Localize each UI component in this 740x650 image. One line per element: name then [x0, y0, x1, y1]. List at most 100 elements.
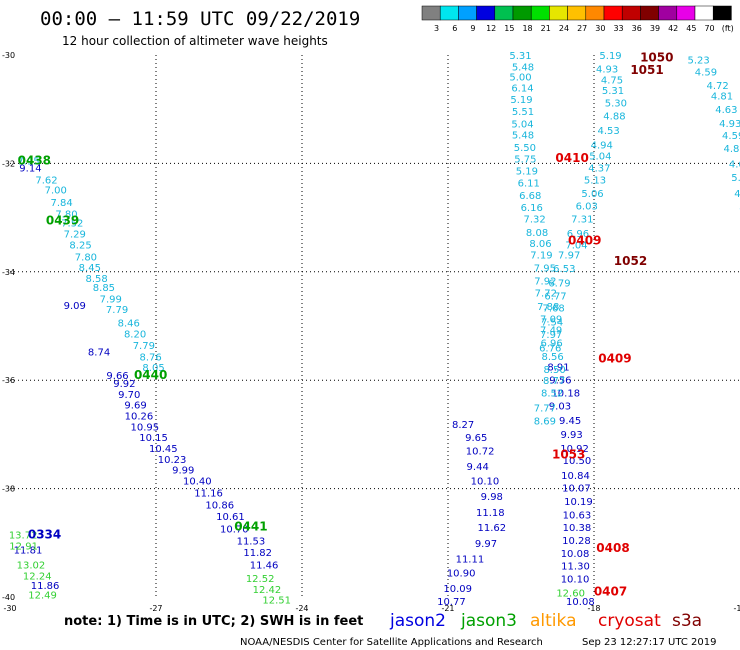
swh-value: 8.50 — [543, 365, 565, 376]
swh-value: 10.19 — [564, 497, 593, 508]
plot-axes: -30 -27 -24 -21 -18 -15 -30 -32 -34 -36 -38 -40 — [2, 51, 740, 613]
swh-value: 8.69 — [534, 416, 556, 427]
swh-value: 5.13 — [584, 176, 606, 187]
swh-value: 7.79 — [133, 341, 155, 352]
swh-value: 8.27 — [452, 420, 474, 431]
pass-time-label: 1052 — [614, 254, 647, 268]
colorbar-swatch — [439, 5, 459, 21]
swh-value: 5.51 — [512, 107, 534, 118]
pass-time-label: 0410 — [555, 151, 588, 165]
swh-value: 4.88 — [603, 112, 625, 123]
colorbar-swatch — [476, 5, 496, 21]
x-tick-label: -21 — [441, 604, 454, 613]
y-tick-label: -36 — [2, 376, 15, 385]
x-tick-label: -15 — [733, 604, 740, 613]
y-tick-label: -30 — [2, 51, 15, 60]
swh-value: 4.94 — [591, 140, 613, 151]
swh-value: 10.61 — [216, 512, 245, 523]
chart-subtitle: 12 hour collection of altimeter wave hei… — [62, 34, 328, 48]
swh-value: 10.18 — [551, 389, 580, 400]
swh-value: 5.03 — [731, 173, 740, 184]
swh-value: 12.51 — [262, 596, 291, 607]
swh-value: 7.99 — [100, 294, 122, 305]
swh-value: 7.80 — [75, 253, 97, 264]
swh-value: 4.63 — [729, 159, 740, 170]
swh-value: 5.04 — [511, 119, 533, 130]
swh-value: 5.50 — [514, 143, 536, 154]
legend-jason3: jason3 — [460, 611, 517, 631]
swh-value: 7.49 — [540, 325, 562, 336]
pass-time-label: 0439 — [46, 213, 79, 227]
swh-value: 13.02 — [17, 560, 46, 571]
swh-value: 8.58 — [85, 274, 107, 285]
colorbar-swatch — [694, 5, 714, 21]
swh-value: 9.93 — [560, 430, 582, 441]
colorbar-label: 45 — [686, 24, 696, 33]
swh-value: 7.52 — [61, 218, 83, 229]
swh-value: 5.48 — [512, 62, 534, 73]
swh-value: 5.04 — [589, 151, 611, 162]
swh-value: 8.25 — [69, 241, 91, 252]
swh-value: 4.59 — [722, 131, 740, 142]
swh-value: 9.44 — [467, 462, 489, 473]
swh-value: 5.31 — [509, 51, 531, 62]
pass-time-label: 1053 — [552, 447, 585, 461]
colorbar-swatch — [494, 5, 514, 21]
swh-value: 10.95 — [130, 422, 159, 433]
swh-value: 7.88 — [537, 302, 559, 313]
swh-value: 5.19 — [510, 95, 532, 106]
swh-value: 9.97 — [475, 539, 497, 550]
swh-value: 9.03 — [549, 402, 571, 413]
swh-value: 12.24 — [23, 571, 52, 582]
swh-value: 8.91 — [547, 363, 569, 374]
swh-value: 7.95 — [17, 157, 39, 168]
swh-value: 6.14 — [511, 84, 533, 95]
swh-value: 4.63 — [715, 105, 737, 116]
swh-value: 7.32 — [523, 215, 545, 226]
swh-value: 5.00 — [509, 73, 531, 84]
x-tick-label: -24 — [295, 604, 308, 613]
swh-value: 11.18 — [476, 508, 505, 519]
swh-value: 12.49 — [28, 590, 57, 601]
swh-value: 10.40 — [183, 476, 212, 487]
swh-value: 7.68 — [542, 304, 564, 315]
colorbar-swatch — [530, 5, 550, 21]
swh-value: 10.10 — [561, 575, 590, 586]
swh-value: 11.16 — [194, 488, 223, 499]
swh-value: 9.14 — [19, 164, 41, 175]
swh-value: 10.90 — [447, 569, 476, 580]
swh-value: 11.86 — [31, 581, 60, 592]
swh-value: 5.23 — [688, 55, 710, 66]
colorbar-label: (ft) — [722, 24, 734, 33]
y-tick-label: -32 — [2, 159, 15, 168]
swh-value: 5.48 — [512, 131, 534, 142]
swh-value: 5.31 — [602, 86, 624, 97]
swh-value: 7.19 — [530, 250, 552, 261]
swh-value: 6.77 — [544, 292, 566, 303]
swh-value: 10.28 — [562, 536, 591, 547]
satellite-legend: jason2 jason3 altika cryosat s3a — [389, 611, 702, 631]
colorbar-label: 42 — [668, 24, 678, 33]
swh-value: 8.56 — [542, 352, 564, 363]
swh-value: 12.91 — [9, 542, 38, 553]
colorbar-label: 21 — [541, 24, 551, 33]
swh-value: 6.53 — [553, 264, 575, 275]
colorbar-swatch — [621, 5, 641, 21]
swh-value: 10.38 — [563, 523, 592, 534]
swh-value: 9.70 — [118, 390, 140, 401]
swh-value: 10.15 — [139, 433, 168, 444]
swh-value: 10.50 — [563, 456, 592, 467]
swh-value: 4.93 — [719, 119, 740, 130]
swh-value: 6.96 — [567, 229, 589, 240]
y-tick-label: -34 — [2, 268, 15, 277]
swh-value: 7.77 — [534, 403, 556, 414]
swh-value: 8.52 — [541, 389, 563, 400]
colorbar-label: 30 — [595, 24, 605, 33]
colorbar-swatch — [549, 5, 568, 21]
swh-value: 7.54 — [541, 318, 563, 329]
swh-value: 10.08 — [561, 549, 590, 560]
swh-value: 8.77 — [543, 376, 565, 387]
swh-value: 9.56 — [549, 376, 571, 387]
swh-value: 6.03 — [576, 202, 598, 213]
